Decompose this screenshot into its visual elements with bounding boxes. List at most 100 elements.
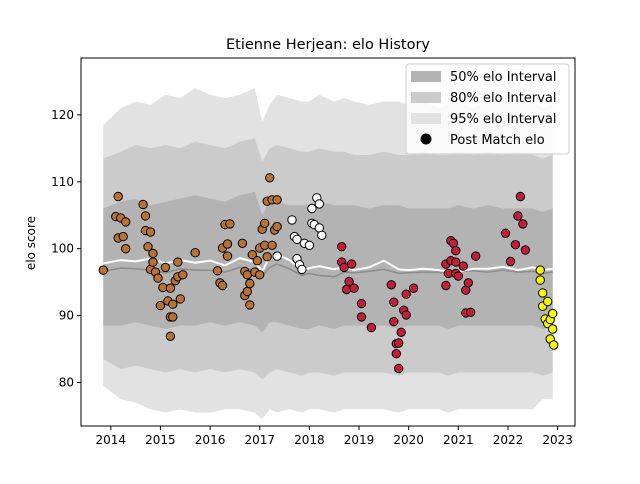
post-match-elo-point xyxy=(401,289,411,299)
legend: 50% elo Interval 80% elo Interval 95% elo … xyxy=(405,63,570,155)
post-match-elo-point xyxy=(535,275,545,285)
x-tick-label: 2017 xyxy=(244,433,275,447)
y-tick-label: 100 xyxy=(51,242,74,256)
post-match-elo-point xyxy=(346,259,357,269)
post-match-elo-point xyxy=(262,252,272,262)
post-match-elo-point xyxy=(287,215,297,225)
y-axis: 80 90 100 110 120 xyxy=(51,108,81,390)
post-match-elo-point xyxy=(344,276,354,287)
post-match-elo-point xyxy=(505,256,516,267)
post-match-elo-point xyxy=(242,286,253,297)
post-match-elo-point xyxy=(391,349,401,359)
legend-label-95-elo-interval: 95% elo Interval xyxy=(450,112,557,127)
x-tick-label: 2014 xyxy=(96,433,127,447)
post-match-elo-point xyxy=(451,257,461,267)
post-match-elo-point xyxy=(148,257,158,267)
post-match-elo-point xyxy=(317,230,327,241)
post-match-elo-point xyxy=(548,324,558,334)
post-match-elo-point xyxy=(113,191,123,202)
post-match-elo-point xyxy=(222,251,233,261)
post-match-elo-point xyxy=(451,246,461,256)
post-match-elo-point xyxy=(549,340,559,350)
post-match-elo-point xyxy=(178,270,188,280)
post-match-elo-point xyxy=(500,228,511,239)
plot-area xyxy=(80,57,576,427)
post-match-elo-point xyxy=(394,363,404,374)
post-match-elo-point xyxy=(260,218,270,229)
post-match-elo-point xyxy=(252,256,262,266)
x-tick-label: 2019 xyxy=(344,433,375,447)
post-match-elo-point xyxy=(366,322,377,333)
post-match-elo-point xyxy=(458,261,468,271)
post-match-elo-point xyxy=(471,251,481,261)
post-match-elo-point xyxy=(297,264,307,275)
x-tick-label: 2016 xyxy=(195,433,226,447)
post-match-elo-point xyxy=(173,257,183,267)
post-match-elo-point xyxy=(386,280,396,290)
post-match-elo-point xyxy=(175,294,186,304)
legend-label-post-match-elo: Post Match elo xyxy=(450,133,545,148)
post-match-elo-point xyxy=(518,219,528,229)
post-match-elo-point xyxy=(168,299,178,309)
x-tick-label: 2020 xyxy=(393,433,424,447)
post-match-elo-point xyxy=(98,265,109,275)
y-tick-label: 90 xyxy=(59,309,74,323)
plot-frame xyxy=(80,57,576,427)
post-match-elo-point xyxy=(140,211,151,221)
post-match-elo-point xyxy=(138,199,148,210)
post-match-elo-point xyxy=(466,307,476,317)
mean-elo-line xyxy=(103,253,553,274)
post-match-elo-point xyxy=(148,248,158,259)
post-match-elo-point xyxy=(307,203,317,214)
post-match-elo-point xyxy=(217,280,228,291)
post-match-elo-point xyxy=(272,251,282,261)
y-tick-label: 120 xyxy=(51,108,74,122)
post-match-elo-point xyxy=(463,278,473,288)
x-tick-label: 2023 xyxy=(542,433,573,447)
post-match-elo-point xyxy=(153,273,163,283)
post-match-elo-point xyxy=(255,270,265,280)
post-match-elo-point xyxy=(389,316,399,327)
post-match-elo-point xyxy=(389,297,399,307)
post-match-elo-point xyxy=(245,300,255,310)
post-match-elo-point xyxy=(401,310,411,320)
post-match-elo-point xyxy=(304,240,315,251)
x-tick-label: 2022 xyxy=(493,433,524,447)
legend-marker-post-match-elo xyxy=(420,133,432,145)
post-match-elo-point xyxy=(408,283,419,293)
post-match-elo-point xyxy=(165,331,176,341)
post-match-elo-point xyxy=(535,265,545,275)
post-match-elo-point xyxy=(237,238,248,249)
post-match-elo-point xyxy=(272,221,282,232)
x-tick-label: 2021 xyxy=(443,433,474,447)
post-match-elo-point xyxy=(222,239,233,249)
post-match-elo-point xyxy=(168,312,178,322)
post-match-elo-point xyxy=(314,199,324,209)
post-match-elo-point xyxy=(190,248,200,258)
legend-swatch-80-elo-interval xyxy=(411,92,441,103)
x-tick-label: 2015 xyxy=(145,433,176,447)
post-match-elo-point xyxy=(510,240,521,250)
x-tick-label: 2018 xyxy=(294,433,325,447)
legend-label-50-elo-interval: 50% elo Interval xyxy=(450,70,557,85)
post-match-elo-point xyxy=(441,280,451,291)
post-match-elo-point xyxy=(292,234,302,245)
band-50-interval xyxy=(103,191,553,333)
y-axis-label: elo score xyxy=(24,216,38,270)
chart-title: Etienne Herjean: elo History xyxy=(226,37,430,53)
post-match-elo-point xyxy=(548,308,558,319)
post-match-elo-point xyxy=(337,242,347,252)
legend-swatch-50-elo-interval xyxy=(411,71,441,82)
post-match-elo-point xyxy=(356,298,367,309)
post-match-elo-point xyxy=(212,266,223,276)
post-match-elo-point xyxy=(155,300,166,311)
median-elo-line xyxy=(103,263,553,278)
post-match-elo-point xyxy=(515,191,526,202)
post-match-elo-point xyxy=(538,288,548,298)
post-match-elo-point xyxy=(543,296,553,307)
post-match-elo-point xyxy=(225,219,235,229)
x-axis: 2014 2015 2016 2017 2018 2019 2020 2021 2022 2023 xyxy=(96,426,573,447)
post-match-elo-point xyxy=(453,271,463,281)
post-match-elo-point xyxy=(396,327,406,337)
